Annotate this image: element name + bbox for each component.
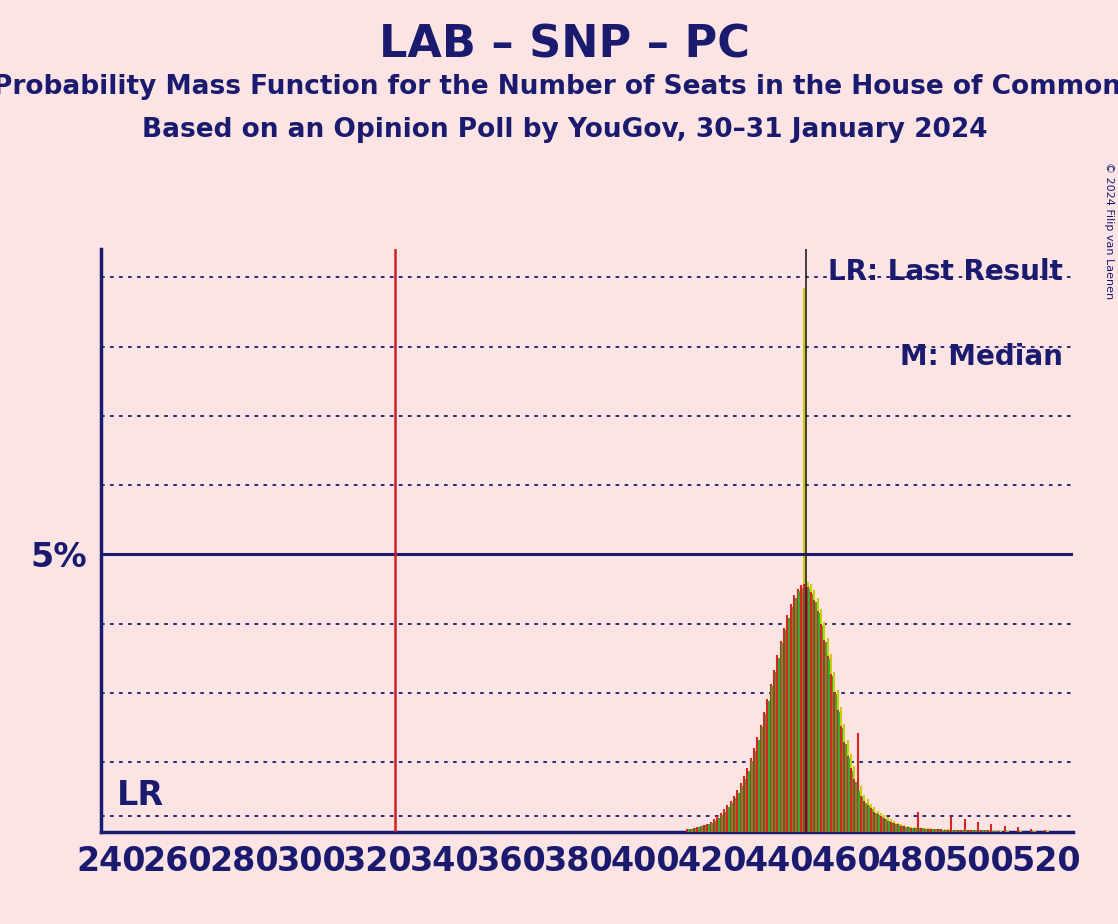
Text: © 2024 Filip van Laenen: © 2024 Filip van Laenen — [1105, 163, 1114, 299]
Text: LAB – SNP – PC: LAB – SNP – PC — [379, 23, 750, 67]
Text: Probability Mass Function for the Number of Seats in the House of Commons: Probability Mass Function for the Number… — [0, 74, 1118, 100]
Text: LR: LR — [117, 779, 164, 811]
Text: LR: Last Result: LR: Last Result — [828, 258, 1063, 286]
Text: Based on an Opinion Poll by YouGov, 30–31 January 2024: Based on an Opinion Poll by YouGov, 30–3… — [142, 117, 987, 143]
Text: M: Median: M: Median — [900, 343, 1063, 371]
